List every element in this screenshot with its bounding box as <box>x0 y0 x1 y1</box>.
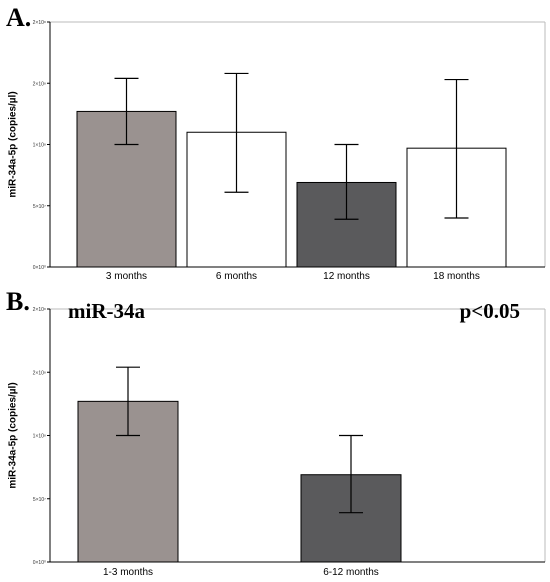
annotation-1: miR-34a <box>68 299 145 323</box>
x-tick-label: 3 months <box>106 271 147 282</box>
y-tick-label: 2×10⁸ <box>33 370 46 376</box>
x-tick-label: 18 months <box>433 271 480 282</box>
chart-panel-1: A. miR-34a-5p (copies/µl) 0×10⁰ 5×10⁷ 1×10⁸ 2… <box>6 3 546 282</box>
y-tick-label: 2×10⁸ <box>33 307 46 313</box>
x-tick-label: 6-12 months <box>323 567 379 578</box>
panel-letter: B. <box>6 287 30 316</box>
y-tick-label: 1×10⁸ <box>33 434 46 440</box>
y-tick-label: 0×10⁰ <box>33 265 46 271</box>
x-tick-label: 6 months <box>216 271 257 282</box>
y-tick-label: 5×10⁷ <box>33 204 46 210</box>
y-axis-label: miR-34a-5p (copies/µl) <box>8 91 19 197</box>
y-axis-label: miR-34a-5p (copies/µl) <box>8 382 19 488</box>
y-tick-label: 2×10⁸ <box>33 81 46 87</box>
y-tick-label: 2×10⁸ <box>33 20 46 26</box>
annotation-2: p<0.05 <box>460 299 520 323</box>
chart-panel-2: B. miR-34a-5p (copies/µl) 0×10⁰ 5×10⁷ 1×10⁸ 2… <box>6 287 546 578</box>
y-tick-label: 5×10⁷ <box>33 497 46 503</box>
y-tick-label: 1×10⁸ <box>33 143 46 149</box>
x-tick-label: 1-3 months <box>103 567 153 578</box>
x-tick-label: 12 months <box>323 271 370 282</box>
panel-letter: A. <box>6 3 31 32</box>
y-tick-label: 0×10⁰ <box>33 560 46 566</box>
